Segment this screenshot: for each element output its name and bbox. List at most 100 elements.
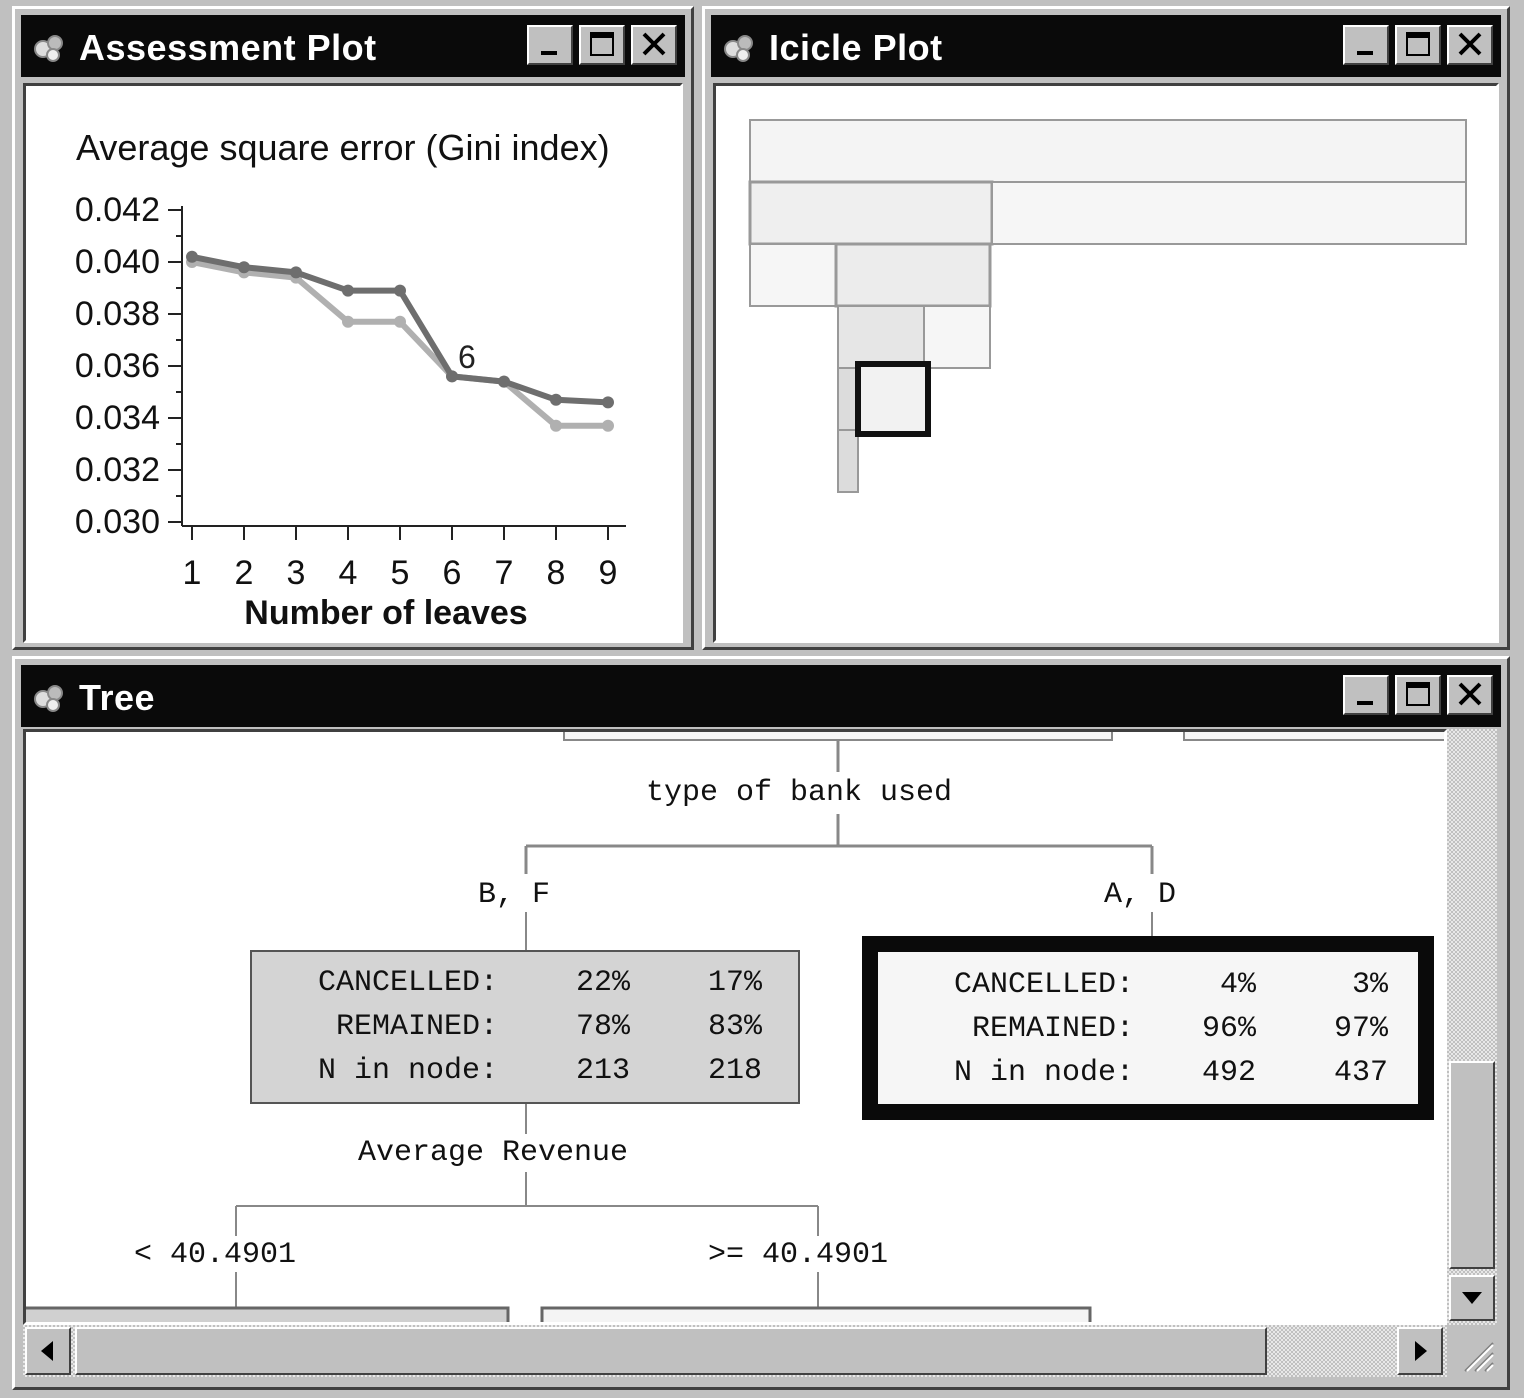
tree-titlebar[interactable]: Tree: [21, 665, 1501, 727]
minimize-icon: [1357, 51, 1373, 55]
icicle-node-level3-left[interactable]: [837, 305, 925, 369]
series-point: [394, 284, 406, 297]
node-row-label: N in node:: [317, 1054, 498, 1088]
x-tick-label: 8: [547, 554, 566, 592]
node-row-value: 218: [707, 1054, 762, 1088]
minimize-button[interactable]: [1343, 675, 1389, 715]
app-icon: [34, 35, 63, 62]
chevron-left-icon: [41, 1341, 53, 1361]
tree-canvas: type of bank used B, F A, D CANCELLED: 2…: [23, 729, 1447, 1325]
x-tick-label: 4: [339, 554, 358, 592]
x-tick-label: 7: [495, 554, 514, 592]
y-tick-label: 0.042: [75, 191, 160, 229]
branch-label-less-than: < 40.4901: [134, 1238, 297, 1272]
icicle-node-level1-left[interactable]: [748, 180, 994, 246]
x-tick-label: 6: [443, 554, 462, 592]
horizontal-scrollbar[interactable]: [23, 1325, 1447, 1377]
app-icon: [724, 35, 753, 62]
icicle-titlebar[interactable]: Icicle Plot: [711, 15, 1501, 77]
series-point: [498, 375, 510, 388]
series-point: [550, 419, 562, 432]
node-row-value: 4%: [1219, 968, 1256, 1002]
node-row-value: 492: [1201, 1056, 1256, 1090]
window-title: Assessment Plot: [79, 27, 377, 68]
close-button[interactable]: [631, 25, 677, 65]
x-tick-label: 2: [235, 554, 254, 592]
minimize-button[interactable]: [527, 25, 573, 65]
node-row-value: 97%: [1333, 1012, 1388, 1046]
scroll-left-button[interactable]: [25, 1327, 71, 1375]
icicle-node-level2-right[interactable]: [834, 242, 992, 308]
tree-connectors: [26, 732, 1444, 1322]
minimize-button[interactable]: [1343, 25, 1389, 65]
maximize-icon: [1406, 682, 1430, 706]
chart-axes: 0.042 0.040 0.038 0.036 0.034 0.032 0.030 1 2 3 4 5…: [75, 191, 626, 592]
resize-grip[interactable]: [1447, 1325, 1497, 1377]
icicle-node-level1-right[interactable]: [991, 181, 1467, 245]
y-tick-label: 0.032: [75, 451, 160, 489]
split-label-bank-type: type of bank used: [646, 776, 953, 810]
node-row-label: CANCELLED:: [953, 968, 1134, 1002]
vertical-scrollbar[interactable]: [1447, 729, 1497, 1325]
close-icon: [1458, 32, 1482, 56]
node-row-value: 22%: [575, 966, 630, 1000]
chevron-right-icon: [1415, 1341, 1427, 1361]
maximize-icon: [1406, 32, 1430, 56]
icicle-node-selected[interactable]: [855, 361, 931, 437]
tree-node-left[interactable]: CANCELLED: 22% 17% REMAINED: 78% 83% N i…: [250, 950, 800, 1104]
node-row-value: 213: [575, 1054, 630, 1088]
series-point: [186, 250, 198, 263]
node-row-value: 437: [1333, 1056, 1388, 1090]
chart-title: Average square error (Gini index): [76, 127, 610, 168]
series-point: [394, 315, 406, 328]
maximize-button[interactable]: [1395, 25, 1441, 65]
branch-label-left: B, F: [478, 878, 551, 912]
minimize-icon: [541, 51, 557, 55]
y-tick-label: 0.030: [75, 503, 160, 541]
series-point: [238, 261, 250, 274]
icicle-node-level2-left[interactable]: [749, 243, 837, 307]
resize-grip-icon: [1464, 1342, 1494, 1372]
tree-window: Tree: [12, 656, 1510, 1390]
node-row-label: CANCELLED:: [317, 966, 498, 1000]
chart-series: [186, 250, 614, 432]
series-point: [342, 315, 354, 328]
branch-label-greater-equal: >= 40.4901: [708, 1238, 889, 1272]
x-tick-label: 5: [391, 554, 410, 592]
node-row-value: 3%: [1351, 968, 1388, 1002]
close-button[interactable]: [1447, 25, 1493, 65]
close-button[interactable]: [1447, 675, 1493, 715]
maximize-button[interactable]: [579, 25, 625, 65]
icicle-node-level5[interactable]: [837, 429, 859, 493]
icicle-node-root[interactable]: [749, 119, 1467, 183]
maximize-button[interactable]: [1395, 675, 1441, 715]
horizontal-scroll-thumb[interactable]: [75, 1327, 1267, 1375]
branch-label-right: A, D: [1104, 878, 1177, 912]
chart-annotation: 6: [458, 339, 476, 375]
node-row-label: REMAINED:: [971, 1012, 1134, 1046]
y-tick-label: 0.038: [75, 295, 160, 333]
scroll-down-button[interactable]: [1449, 1275, 1495, 1321]
series-point: [290, 266, 302, 279]
y-tick-label: 0.040: [75, 243, 160, 281]
y-tick-label: 0.036: [75, 347, 160, 385]
node-row-value: 17%: [707, 966, 762, 1000]
node-row-label: N in node:: [953, 1056, 1134, 1090]
assessment-titlebar[interactable]: Assessment Plot: [21, 15, 685, 77]
node-row-value: 83%: [707, 1010, 762, 1044]
series-line: [191, 253, 609, 406]
vertical-scroll-thumb[interactable]: [1449, 1061, 1495, 1269]
series-point: [602, 419, 614, 432]
series-point: [446, 370, 458, 383]
scroll-right-button[interactable]: [1397, 1327, 1443, 1375]
tree-node-right-selected[interactable]: CANCELLED: 4% 3% REMAINED: 96% 97% N in …: [862, 936, 1434, 1120]
minimize-icon: [1357, 701, 1373, 705]
series-point: [602, 396, 614, 409]
icicle-node-level3-right[interactable]: [923, 305, 991, 369]
split-label-average-revenue: Average Revenue: [358, 1136, 629, 1170]
icicle-plot-window: Icicle Plot: [702, 6, 1510, 650]
assessment-plot-area: Average square error (Gini index) Number…: [23, 83, 683, 643]
x-axis-label: Number of leaves: [244, 594, 527, 632]
node-row-label: REMAINED:: [335, 1010, 498, 1044]
node-row-value: 78%: [575, 1010, 630, 1044]
